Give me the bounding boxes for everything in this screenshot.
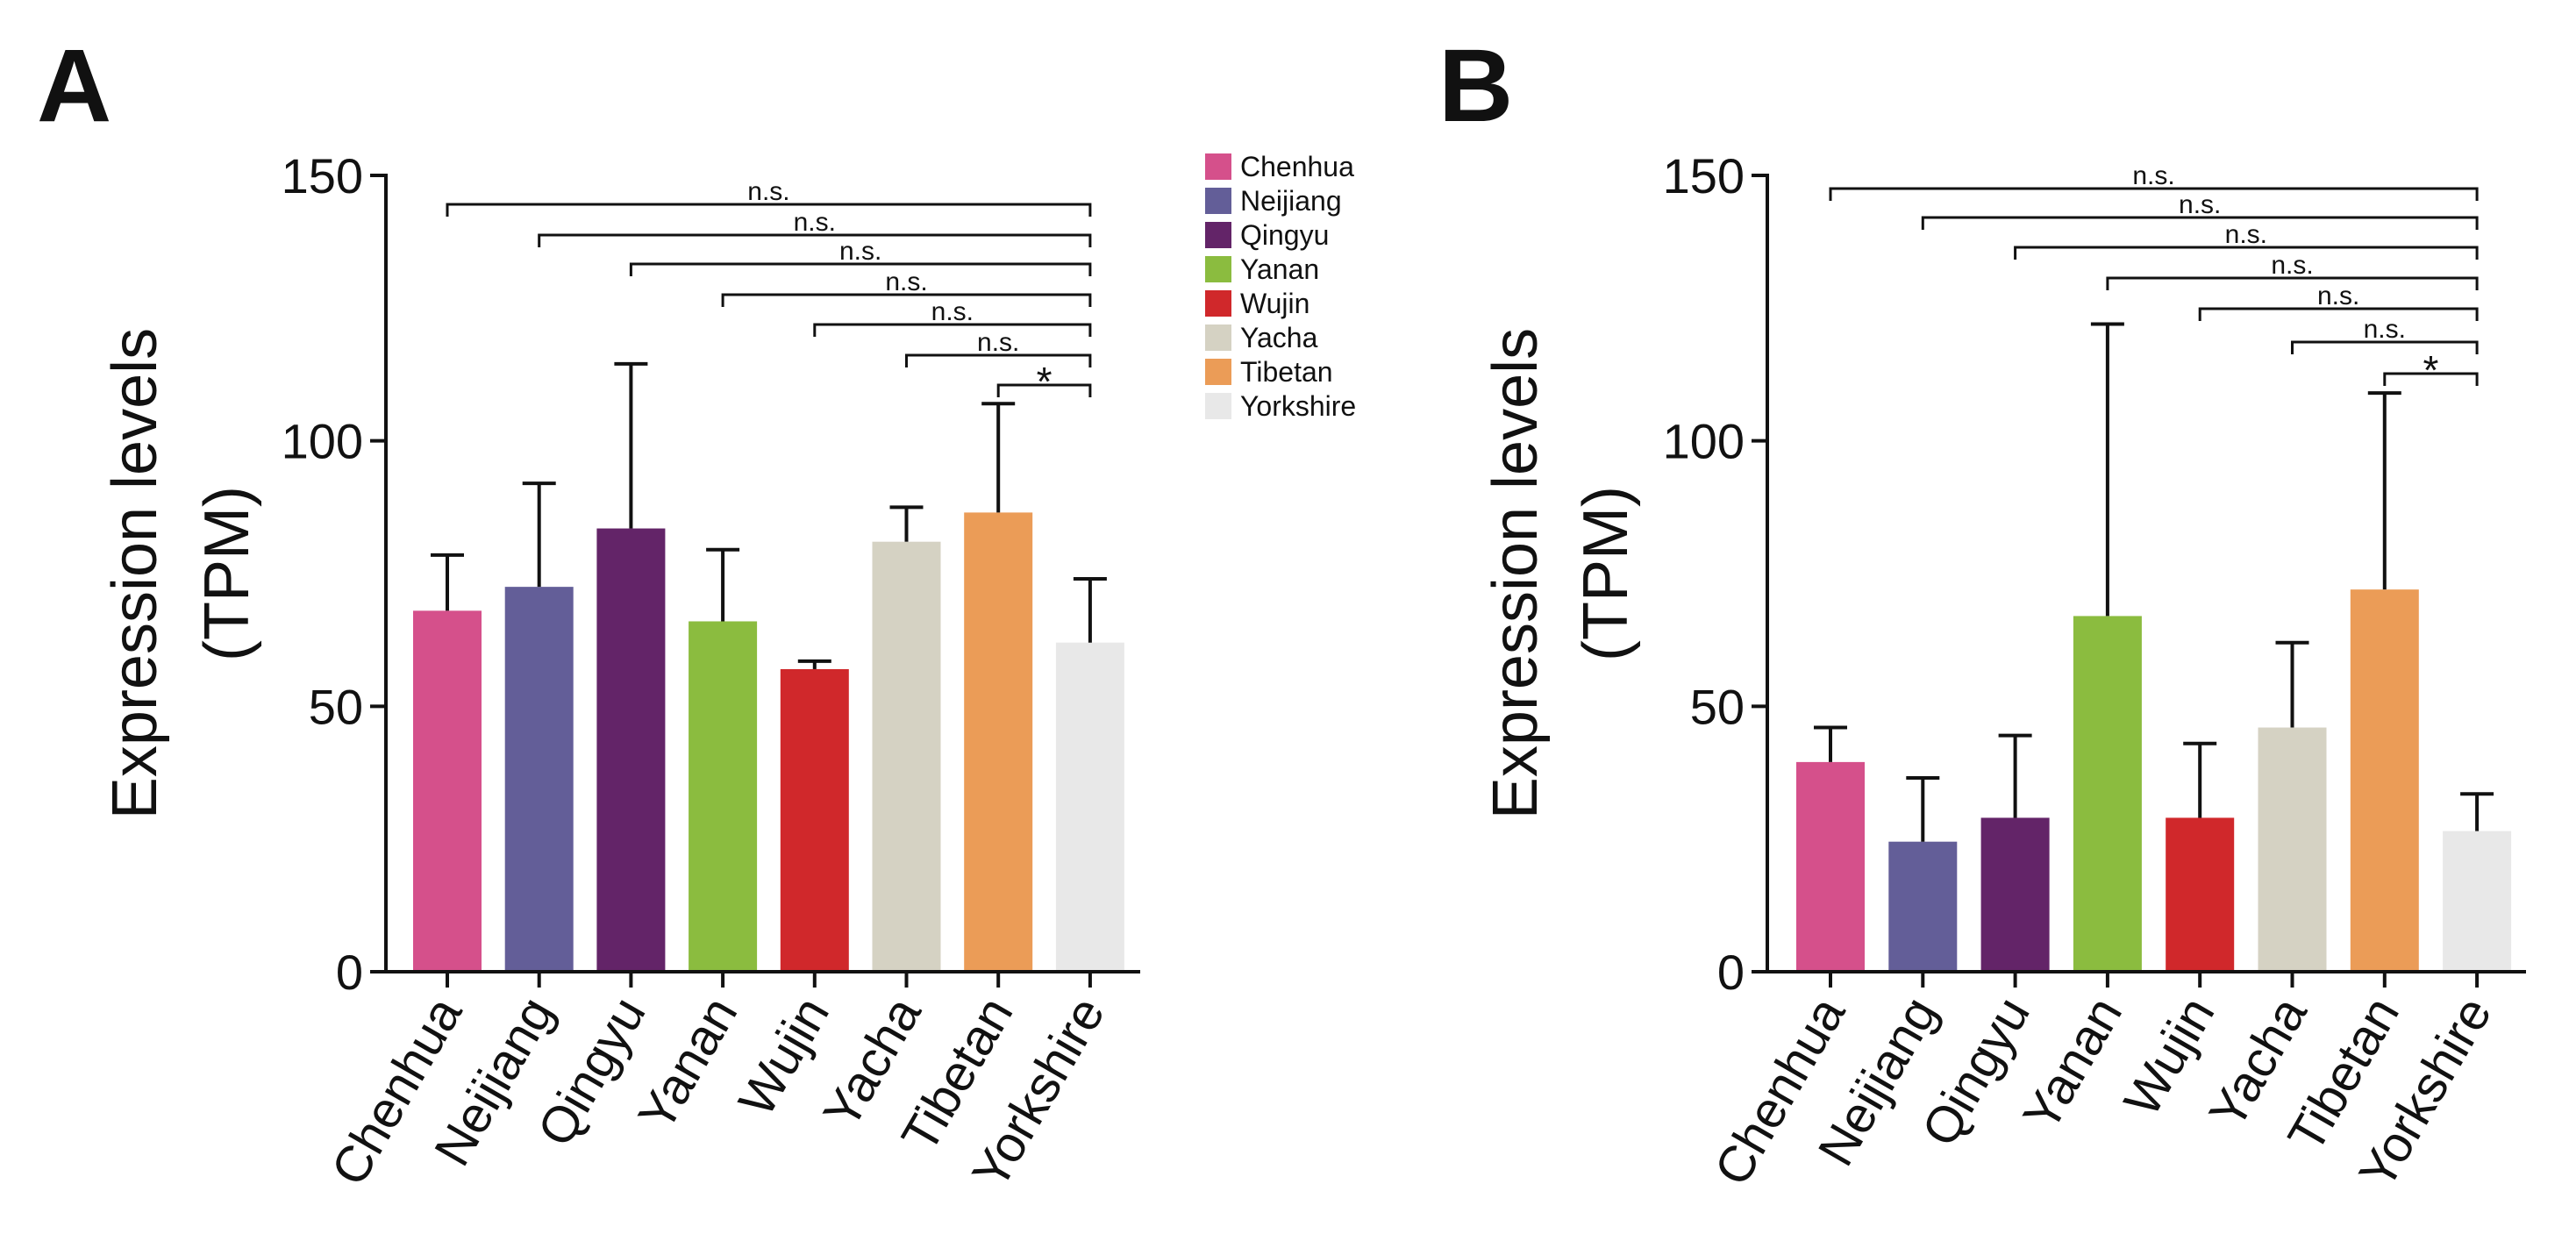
panel-a-ylabel-line1: Expression levels: [100, 328, 170, 819]
panel-a-sig-bracket: [813, 323, 1092, 337]
panel-b-bar-yacha: [2258, 727, 2327, 972]
panel-b-xtick-label-chenhua: Chenhua: [1703, 987, 1856, 1195]
legend-swatch-chenhua: [1205, 153, 1231, 180]
panel-b-sig-label: n.s.: [2179, 190, 2221, 219]
legend-label-yanan: Yanan: [1240, 253, 1319, 285]
panel-b-sig-bracket: [1829, 187, 2479, 201]
panel-b-bar-yanan: [2073, 616, 2142, 972]
panel-a-bar-neijiang: [504, 587, 574, 972]
panel-b-bar-wujin: [2166, 817, 2235, 972]
legend-label-neijiang: Neijiang: [1240, 185, 1342, 217]
panel-a: A Expression levels (TPM) 0 50 100 150 Chenhua…: [37, 28, 1140, 1198]
legend-swatch-neijiang: [1205, 188, 1231, 214]
panel-b-sig-bracket: [2106, 276, 2479, 290]
panel-b-ytick-label: 0: [1717, 945, 1745, 1000]
legend-swatch-tibetan: [1205, 359, 1231, 385]
panel-a-ytick-label: 150: [282, 148, 363, 203]
legend-label-yorkshire: Yorkshire: [1240, 390, 1356, 422]
panel-a-xtick-label-chenhua: Chenhua: [320, 987, 473, 1195]
panel-b-ytick-label: 100: [1663, 414, 1745, 469]
panel-a-sig-bracket: [905, 353, 1092, 367]
panel-b-ytick-label: 150: [1663, 148, 1745, 203]
panel-b-bar-qingyu: [1980, 817, 2050, 972]
panel-b-sig-bracket: [2291, 340, 2479, 354]
panel-a-label: A: [37, 28, 111, 144]
legend-swatch-yorkshire: [1205, 393, 1231, 419]
panel-a-bar-chenhua: [413, 610, 482, 972]
panel-b-sig-label: n.s.: [2132, 161, 2174, 190]
panel-b-bar-neijiang: [1888, 841, 1958, 972]
panel-a-sig-label: n.s.: [839, 237, 881, 266]
legend-swatch-yacha: [1205, 324, 1231, 351]
panel-b-ylabel-line2: (TPM): [1571, 486, 1641, 661]
legend-label-chenhua: Chenhua: [1240, 151, 1354, 182]
panel-b-sig-label: n.s.: [2271, 251, 2313, 280]
panel-b-bar-chenhua: [1796, 761, 1865, 972]
panel-a-sig-bracket: [996, 383, 1092, 397]
panel-b: B Expression levels (TPM) 0 50 100 150 Chenhua…: [1438, 28, 2526, 1198]
panel-a-bar-tibetan: [964, 512, 1033, 972]
panel-b-ytick-label: 50: [1690, 679, 1745, 734]
panel-b-bar-tibetan: [2350, 589, 2419, 972]
legend-swatch-wujin: [1205, 290, 1231, 317]
panel-a-ylabel-line2: (TPM): [192, 486, 262, 661]
panel-a-sig-label: n.s.: [747, 177, 789, 206]
panel-a-sig-label: *: [1037, 359, 1053, 404]
panel-a-sig-bracket: [446, 203, 1092, 217]
legend-swatch-qingyu: [1205, 222, 1231, 248]
panel-b-sig-label: n.s.: [2364, 315, 2406, 344]
panel-b-sig-label: n.s.: [2225, 220, 2267, 249]
panel-a-bar-yorkshire: [1055, 642, 1124, 972]
legend-label-qingyu: Qingyu: [1240, 219, 1329, 251]
panel-a-bar-yacha: [872, 541, 941, 972]
legend-label-tibetan: Tibetan: [1240, 356, 1333, 388]
panel-a-bar-yanan: [689, 621, 758, 972]
panel-a-sig-bracket: [538, 233, 1092, 247]
panel-a-ytick-label: 50: [309, 679, 363, 734]
panel-b-sig-bracket: [2014, 246, 2479, 260]
panel-a-bar-wujin: [780, 668, 849, 972]
panel-b-sig-bracket: [2198, 307, 2479, 321]
panel-b-ylabel-line1: Expression levels: [1481, 328, 1551, 819]
panel-a-ytick-label: 0: [336, 945, 363, 1000]
panel-b-sig-label: n.s.: [2317, 282, 2359, 310]
legend-label-wujin: Wujin: [1240, 288, 1309, 319]
panel-a-sig-bracket: [629, 262, 1092, 276]
panel-a-sig-label: n.s.: [977, 328, 1019, 357]
panel-a-bar-qingyu: [596, 528, 666, 972]
panel-a-sig-label: n.s.: [885, 267, 927, 296]
panel-b-bar-yorkshire: [2443, 831, 2512, 972]
panel-a-sig-bracket: [721, 293, 1092, 307]
panel-b-sig-label: *: [2423, 347, 2438, 393]
legend: ChenhuaNeijiangQingyuYananWujinYachaTibe…: [1205, 151, 1356, 422]
legend-swatch-yanan: [1205, 256, 1231, 282]
legend-label-yacha: Yacha: [1240, 322, 1318, 353]
panel-a-sig-label: n.s.: [794, 208, 836, 237]
panel-b-label: B: [1438, 28, 1513, 144]
panel-a-sig-label: n.s.: [931, 297, 974, 326]
panel-a-ytick-label: 100: [282, 414, 363, 469]
panel-b-sig-bracket: [2383, 372, 2479, 386]
panel-b-sig-bracket: [1921, 216, 2479, 230]
